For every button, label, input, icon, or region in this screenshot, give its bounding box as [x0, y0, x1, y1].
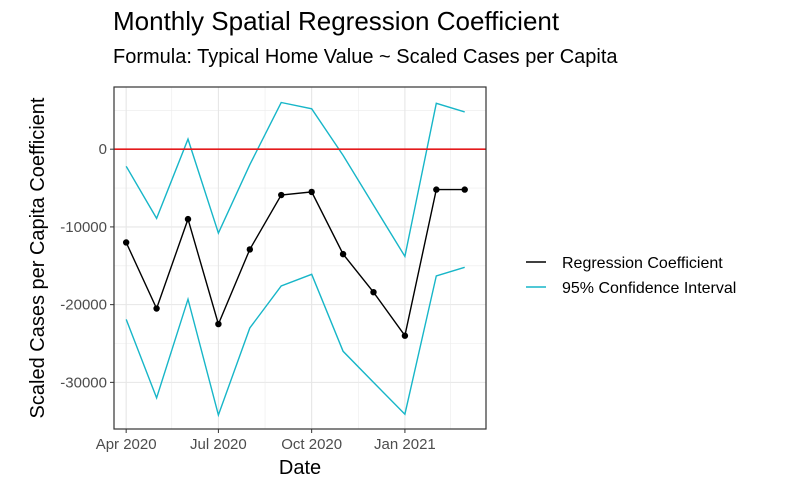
plot-border [113, 86, 487, 430]
x-tick-label: Apr 2020 [96, 436, 157, 453]
data-point [339, 250, 347, 258]
series-line-2 [125, 266, 465, 418]
data-point [308, 188, 315, 196]
legend-label-0: Regression Coefficient [562, 255, 723, 272]
x-axis-title: Date [279, 457, 321, 479]
chart-title: Monthly Spatial Regression Coefficient [113, 6, 560, 36]
x-axis: Apr 2020 Jul 2020 Oct 2020 Jan 2021 [96, 429, 436, 453]
data-point [433, 186, 440, 193]
y-axis-title: Scaled Cases per Capita Coefficient [27, 97, 49, 418]
data-point [246, 246, 254, 253]
legend: Regression Coefficient 95% Confidence Int… [526, 255, 736, 297]
plot-panel [114, 87, 486, 429]
chart-subtitle: Formula: Typical Home Value ~ Scaled Cas… [113, 46, 618, 68]
series-line-1 [125, 101, 465, 259]
y-axis: 0 -10000 -20000 -30000 [60, 141, 114, 391]
y-tick-label: -30000 [60, 374, 107, 391]
x-tick-label: Jan 2021 [374, 436, 436, 453]
y-tick-label: -20000 [60, 297, 107, 314]
data-point [122, 239, 130, 246]
data-point [401, 332, 409, 339]
data-point [370, 289, 377, 296]
data-point [184, 215, 192, 223]
data-point [215, 320, 222, 328]
series-line-0 [125, 188, 465, 338]
series-group [114, 101, 486, 418]
grid-lines [114, 87, 486, 429]
x-tick-label: Jul 2020 [190, 436, 247, 453]
y-tick-label: 0 [99, 141, 107, 158]
legend-label-1: 95% Confidence Interval [562, 280, 736, 297]
data-point [278, 191, 285, 199]
data-point [153, 305, 160, 312]
x-tick-label: Oct 2020 [281, 436, 342, 453]
data-point [461, 186, 468, 193]
y-tick-label: -10000 [60, 219, 107, 236]
